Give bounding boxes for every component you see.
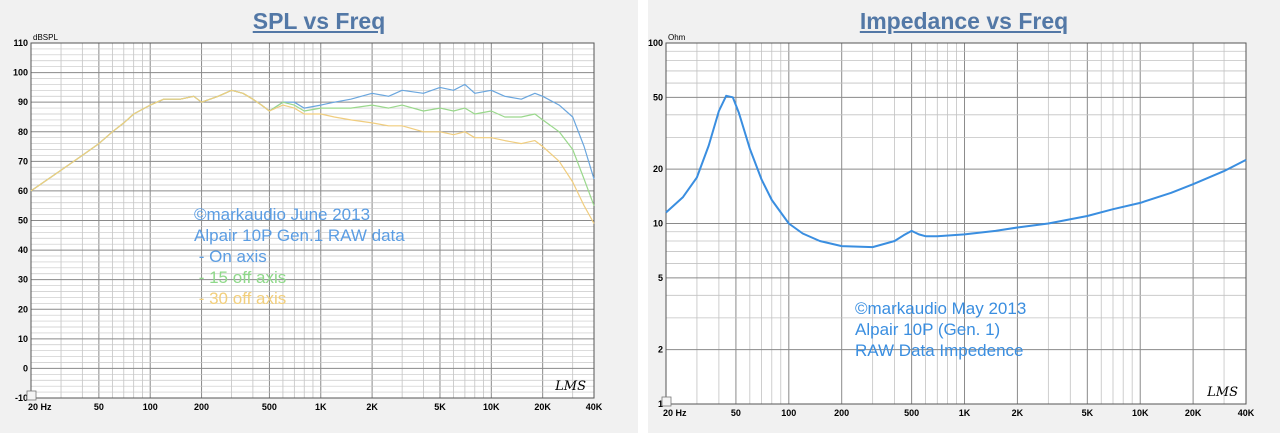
x-tick-label: 200 <box>194 402 209 412</box>
annotation-line: - 30 off axis <box>194 289 286 308</box>
x-tick-label: 20K <box>1185 408 1202 418</box>
y-tick-label: 2 <box>658 345 663 355</box>
x-tick-label: 40K <box>1238 408 1255 418</box>
x-tick-label: 1K <box>315 402 327 412</box>
x-tick-label: 20K <box>534 402 551 412</box>
y-tick-label: 40 <box>18 245 28 255</box>
y-tick-label: 60 <box>18 186 28 196</box>
x-tick-label: 2K <box>366 402 378 412</box>
x-tick-label: 5K <box>1082 408 1094 418</box>
y-tick-label: 100 <box>648 38 663 48</box>
x-tick-label: 40K <box>586 402 603 412</box>
y-axis-unit-label: Ohm <box>668 33 686 42</box>
x-tick-label: 10K <box>483 402 500 412</box>
annotation-line: ©markaudio May 2013 <box>855 299 1026 318</box>
series-line-3 <box>30 89 595 224</box>
origin-marker <box>26 390 37 401</box>
series-line-1 <box>665 94 1247 249</box>
y-tick-label: 20 <box>653 164 663 174</box>
x-tick-label: 100 <box>781 408 796 418</box>
spl-chart-title: SPL vs Freq <box>252 8 386 34</box>
y-tick-label: 5 <box>658 273 663 283</box>
y-tick-label: 50 <box>653 92 663 102</box>
y-tick-label: 1 <box>658 399 663 409</box>
x-tick-label: 5K <box>434 402 446 412</box>
x-tick-label: 50 <box>731 408 741 418</box>
y-tick-label: -10 <box>15 393 28 403</box>
annotation-line: RAW Data Impedence <box>855 341 1024 360</box>
impedance-plot-svg: 100 50 20 10 5 2 120 Hz 50 100 200 500 1K 2K 5K 10K 20K… <box>648 33 1255 418</box>
y-tick-label: 70 <box>18 156 28 166</box>
x-tick-label: 20 Hz <box>28 402 52 412</box>
x-tick-label: 100 <box>143 402 158 412</box>
spl-chart-panel: SPL vs Freq 110 100 90 80 70 60 50 40 30 20 10 0 -10… <box>0 0 638 433</box>
x-tick-label: 500 <box>262 402 277 412</box>
y-tick-label: 10 <box>18 334 28 344</box>
y-tick-label: 90 <box>18 97 28 107</box>
annotation-line: Alpair 10P Gen.1 RAW data <box>194 226 405 245</box>
x-tick-label: 500 <box>904 408 919 418</box>
annotation-line: ©markaudio June 2013 <box>194 205 370 224</box>
y-tick-label: 100 <box>13 68 28 78</box>
y-tick-label: 10 <box>653 219 663 229</box>
y-tick-label: 30 <box>18 275 28 285</box>
impedance-chart-title: Impedance vs Freq <box>859 8 1069 34</box>
lms-watermark: LMS <box>554 379 586 394</box>
annotation-line: - 15 off axis <box>194 268 286 287</box>
impedance-chart-panel: Impedance vs Freq 100 50 20 10 5 2 1 20 Hz 50 100… <box>648 0 1280 433</box>
y-tick-label: 80 <box>18 127 28 137</box>
x-tick-label: 2K <box>1012 408 1024 418</box>
x-tick-label: 20 Hz <box>663 408 687 418</box>
y-grid <box>666 50 1246 351</box>
x-tick-label: 1K <box>959 408 971 418</box>
lms-watermark: LMS <box>1206 385 1238 400</box>
x-tick-label: 50 <box>94 402 104 412</box>
y-tick-label: 20 <box>18 304 28 314</box>
plot-frame <box>665 42 1247 405</box>
y-grid <box>31 48 594 393</box>
plot-frame <box>30 42 595 399</box>
y-tick-label: 0 <box>23 363 28 373</box>
y-tick-label: 50 <box>18 216 28 226</box>
y-tick-label: 110 <box>13 38 28 48</box>
x-tick-label: 200 <box>834 408 849 418</box>
y-axis-unit-label: dBSPL <box>33 33 58 42</box>
annotation-line: Alpair 10P (Gen. 1) <box>855 320 1000 339</box>
origin-marker <box>661 396 672 407</box>
annotation-line: - On axis <box>194 247 267 266</box>
x-tick-label: 10K <box>1132 408 1149 418</box>
